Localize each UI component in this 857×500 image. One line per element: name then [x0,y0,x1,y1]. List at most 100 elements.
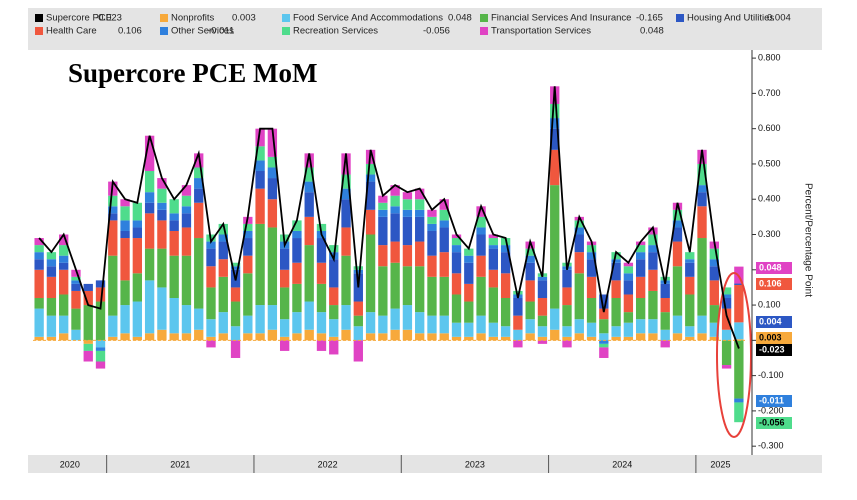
bar-segment [439,276,449,316]
bar-segment [586,245,597,253]
bar-segment [255,188,265,224]
bar-segment [562,326,572,337]
bar-segment [316,223,327,231]
bar-segment [721,329,732,341]
legend-label: Other Services [171,26,234,37]
highlight-ellipse [716,272,752,438]
bar-segment [71,280,81,284]
bar-segment [292,220,302,231]
bar-segment [648,269,658,291]
bar-segment [415,216,425,242]
legend-value: 0.048 [640,26,664,37]
legend-label: Recreation Services [293,26,378,37]
bar-segment [525,248,535,256]
bar-segment [255,160,265,172]
bar-segment [34,238,44,246]
legend-swatch [35,14,43,22]
bar-segment [243,315,253,334]
bar-segment [672,227,683,242]
bar-segment [365,174,376,182]
bar-segment [329,336,339,341]
bar-segment [709,259,719,267]
bar-segment [402,266,413,306]
bar-segment [59,315,69,334]
bar-segment [34,298,44,309]
bar-segment [46,298,57,316]
bar-segment [697,185,707,193]
bar-segment [390,185,400,196]
bar-segment [144,171,155,193]
bar-segment [304,245,314,302]
bar-segment [144,333,155,341]
bar-segment [476,227,486,235]
bar-segment [95,301,106,341]
bar-segment [599,308,609,320]
bar-segment [525,262,535,281]
bar-segment [464,283,474,302]
bar-segment [157,248,167,288]
bar-segment [243,223,253,231]
bar-segment [574,227,584,235]
bar-segment [267,305,278,330]
bar-segment [476,315,486,334]
bar-segment [169,220,179,231]
bar-segment [672,266,683,316]
bar-segment [34,336,44,341]
legend-value: 0.106 [118,26,142,37]
bar-segment [734,402,744,423]
value-tag [756,395,792,407]
legend-swatch [282,27,290,35]
bar-segment [279,248,290,270]
bar-segment [525,319,535,334]
bar-segment [672,220,683,228]
bar-segment [439,209,449,221]
bar-segment [71,329,81,341]
bar-segment [635,252,646,260]
bar-segment [144,280,155,334]
value-tag-label: 0.003 [759,332,782,342]
bar-segment [488,287,499,323]
bar-segment [365,181,376,210]
bar-segment [181,195,192,207]
bar-segment [611,298,621,327]
bar-segment [488,336,499,341]
line-series [38,86,740,349]
bar-segment [353,340,363,362]
bar-segment [59,269,69,295]
bar-segment [267,329,278,341]
bar-segment [476,234,486,256]
bar-segment [709,322,719,337]
bar-segment [59,294,69,316]
bar-segment [181,185,192,196]
bar-segment [550,103,560,119]
bar-segment [218,276,228,313]
bar-segment [59,333,69,341]
bar-segment [292,262,302,284]
bar-segment [427,230,437,256]
bar-segment [329,319,339,337]
bar-segment [390,213,400,242]
bar-segment [476,276,486,316]
bar-segment [169,333,179,341]
bar-segment [230,301,241,327]
bar-segment [353,315,363,327]
bar-segment [513,329,523,341]
bar-segment [402,199,413,210]
bar-segment [427,315,437,334]
bar-segment [611,326,621,337]
bar-segment [365,312,376,334]
legend-swatch [480,27,488,35]
value-tag-label: -0.011 [759,395,784,405]
bar-segment [402,216,413,246]
bar-segment [169,255,179,299]
legend-label: Food Service And Accommodations [293,13,443,24]
legend-label: Housing And Utilities [687,13,774,24]
bar-segment [169,230,179,256]
bar-segment [243,238,253,256]
bar-segment [353,266,363,270]
bar-segment [169,298,179,334]
bar-segment [132,202,143,221]
bar-segment [108,220,118,256]
bar-segment [635,276,646,299]
